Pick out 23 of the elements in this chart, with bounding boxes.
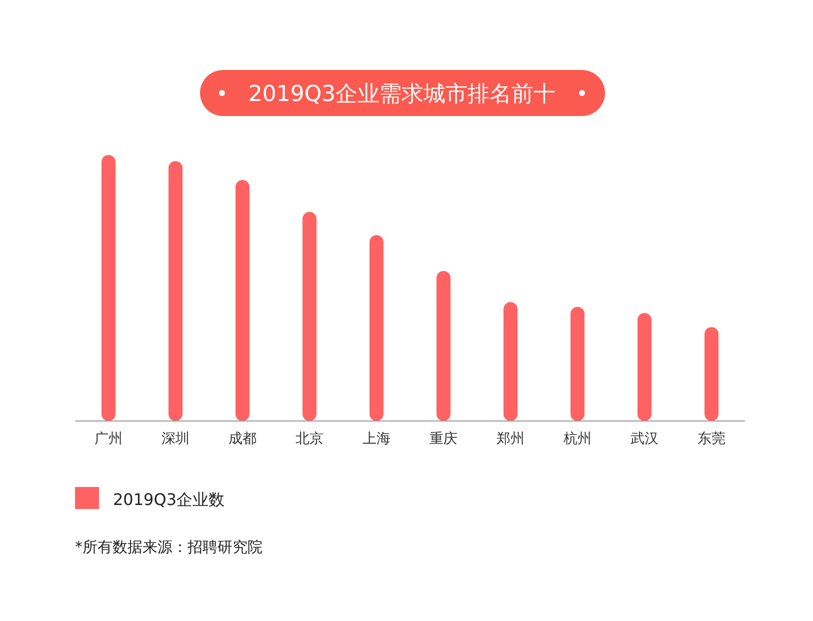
x-tick-label: 深圳 — [162, 430, 190, 446]
bar — [704, 327, 718, 421]
x-tick-label: 上海 — [362, 430, 390, 446]
x-tick-label: 广州 — [94, 430, 122, 446]
x-tick-label: 成都 — [228, 430, 256, 446]
legend-label: 2019Q3企业数 — [113, 490, 224, 509]
bar — [302, 212, 316, 421]
bar — [570, 306, 584, 421]
x-tick-label: 郑州 — [496, 430, 524, 446]
bar — [168, 161, 182, 421]
x-tick-label: 杭州 — [562, 430, 592, 446]
bar — [370, 235, 384, 421]
bar — [236, 180, 250, 421]
chart-title: 2019Q3企业需求城市排名前十 — [248, 82, 556, 107]
bar — [436, 270, 450, 421]
x-tick-label: 重庆 — [430, 430, 458, 446]
x-tick-label: 武汉 — [630, 430, 658, 446]
bar — [504, 302, 518, 421]
text: *所有数据来源：招聘研究院 — [75, 538, 262, 556]
bar — [638, 313, 652, 421]
x-tick-label: 北京 — [296, 430, 324, 446]
bar — [102, 155, 116, 421]
x-tick-label: 东莞 — [698, 430, 726, 446]
